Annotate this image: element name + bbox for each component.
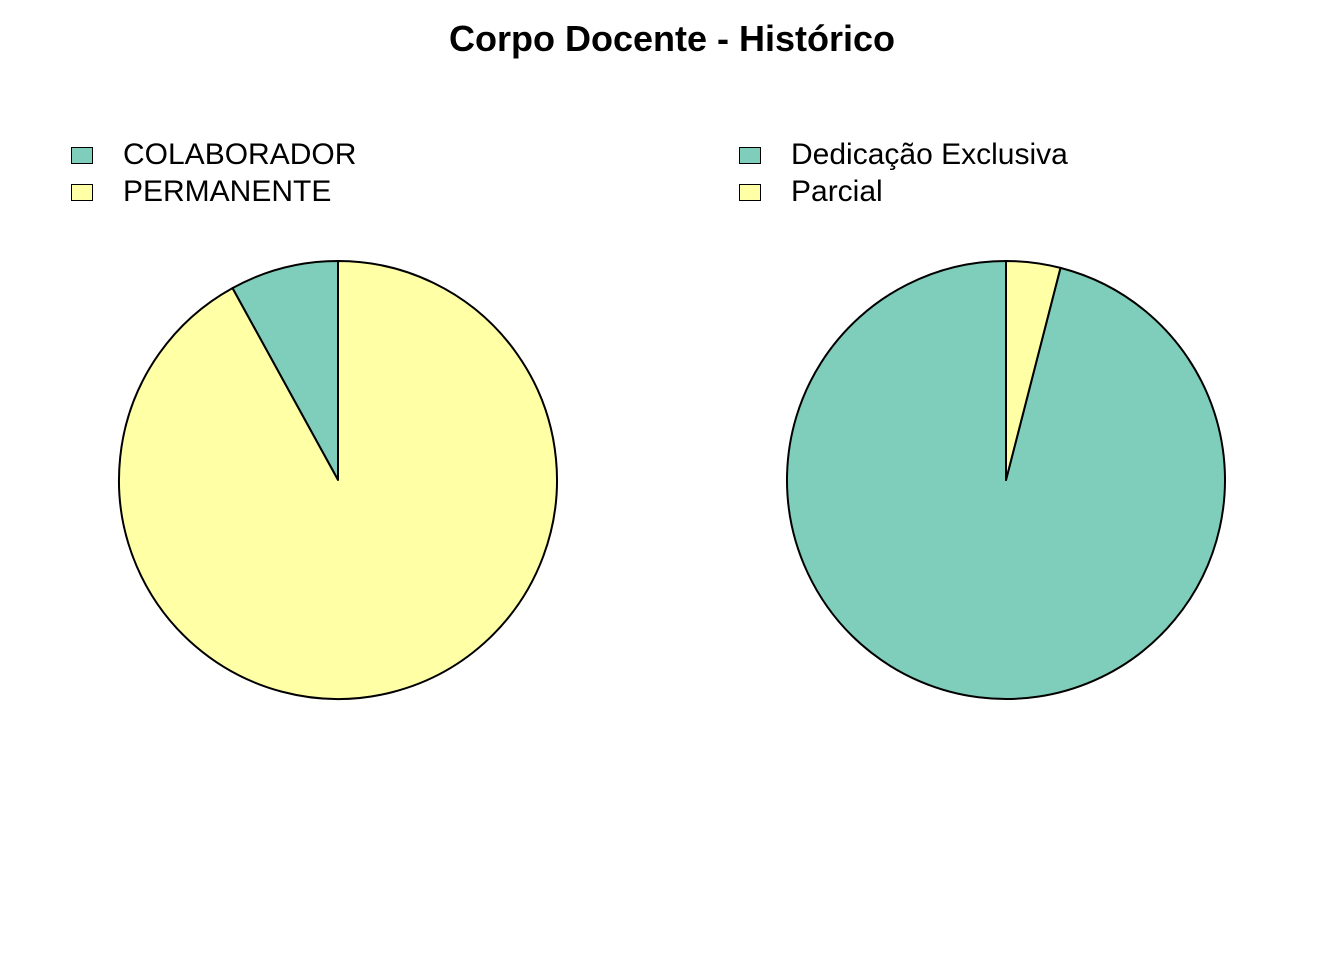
legend-swatch xyxy=(739,184,761,201)
legend-swatch xyxy=(71,147,93,164)
legend-swatch xyxy=(739,147,761,164)
pie-slice-parcial xyxy=(1005,260,1062,481)
pie-slice-permanente xyxy=(118,260,558,700)
legend-swatch xyxy=(71,184,93,201)
legend-label: Dedicação Exclusiva xyxy=(791,138,1068,171)
pie-slice-colaborador xyxy=(231,260,339,481)
legend-label: COLABORADOR xyxy=(123,138,357,171)
legend-label: Parcial xyxy=(791,175,883,208)
legend-label: PERMANENTE xyxy=(123,175,332,208)
chart-title: Corpo Docente - Histórico xyxy=(448,18,896,59)
